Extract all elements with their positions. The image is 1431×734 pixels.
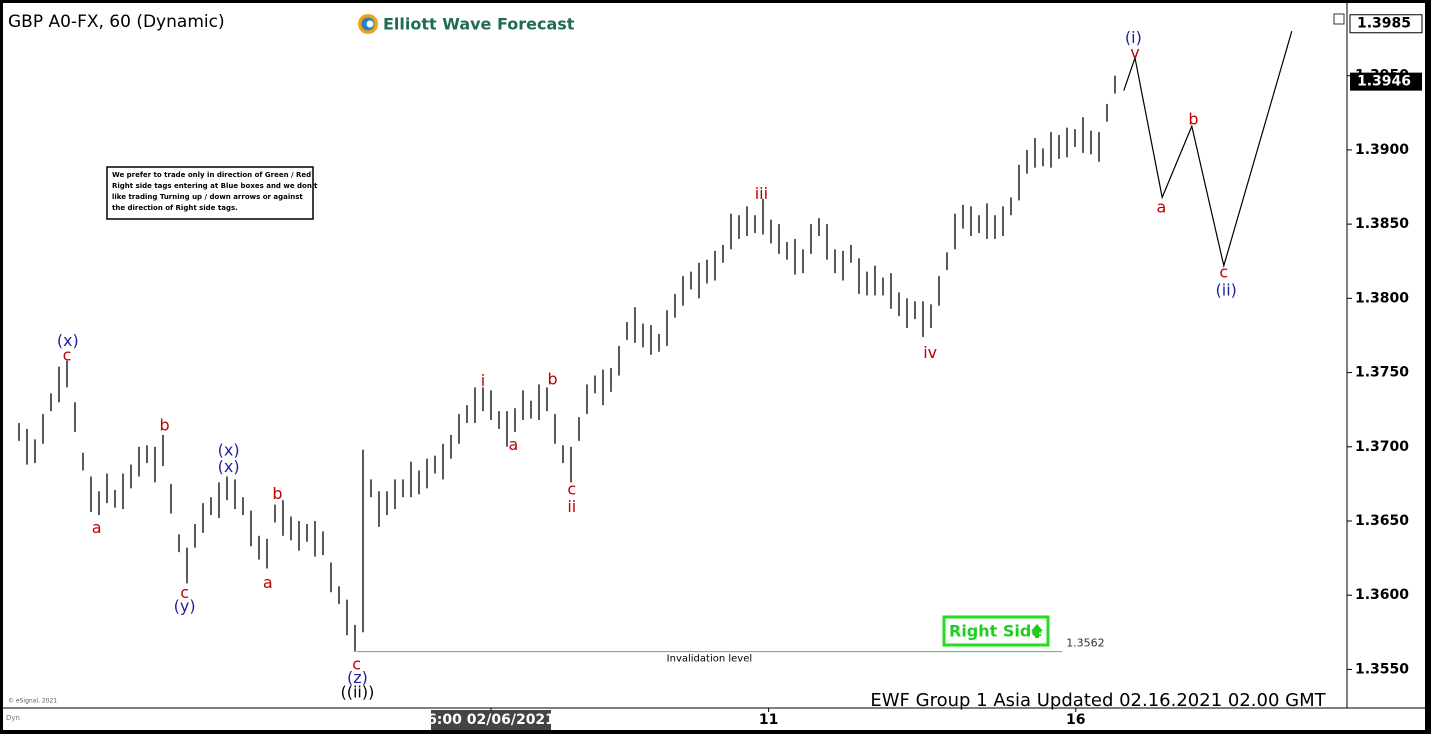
- wave-label: v: [1130, 43, 1139, 62]
- wave-label: iii: [755, 184, 768, 203]
- note-line: We prefer to trade only in direction of …: [112, 171, 311, 179]
- chart-title: GBP A0-FX, 60 (Dynamic): [8, 12, 225, 32]
- wave-label: c: [1219, 263, 1228, 282]
- wave-label: a: [263, 573, 273, 592]
- y-tick-label: 1.3850: [1355, 216, 1409, 232]
- x-tick-label: 6:00 02/06/2021: [427, 712, 555, 728]
- note-line: the direction of Right side tags.: [112, 204, 238, 212]
- y-tick-label: 1.3650: [1355, 513, 1409, 529]
- logo: Elliott Wave Forecast: [358, 14, 575, 34]
- wave-label: b: [272, 484, 282, 503]
- y-tick-label: 1.3750: [1355, 365, 1409, 381]
- wave-label: ((ii)): [340, 683, 374, 702]
- wave-label: i: [481, 371, 485, 390]
- wave-label: iv: [923, 343, 937, 362]
- plot-background: [3, 3, 1425, 730]
- last-price-box: [1350, 72, 1422, 91]
- wave-label: (ii): [1216, 280, 1237, 299]
- top-price-box: [1349, 14, 1423, 34]
- wave-label: c: [567, 479, 576, 498]
- projection-line: [1123, 31, 1293, 269]
- note-box: We prefer to trade only in direction of …: [106, 166, 318, 220]
- wave-label: (i): [1125, 28, 1142, 47]
- right-side-tag: Right Side: [942, 615, 1050, 647]
- note-line: like trading Turning up / down arrows or…: [112, 193, 303, 201]
- y-tick-label: 1.3800: [1355, 290, 1409, 306]
- wave-label: c: [63, 346, 72, 365]
- wave-label: b: [1188, 110, 1198, 129]
- wave-label: a: [1156, 197, 1166, 216]
- x-tick-label: 11: [759, 712, 778, 728]
- top-price: 1.3985: [1357, 16, 1411, 32]
- wave-label: (x): [218, 441, 240, 460]
- x-tick-box: [431, 710, 551, 730]
- tag-frame: [942, 615, 1050, 647]
- copyright: © eSignal, 2021: [8, 698, 57, 705]
- wave-label: ii: [567, 497, 576, 516]
- note-line: Right side tags entering at Blue boxes a…: [112, 182, 318, 190]
- logo-icon-core: [366, 20, 374, 28]
- y-tick-label: 1.3550: [1355, 661, 1409, 677]
- window-icon: [1333, 13, 1345, 25]
- tag-arrow: [1031, 624, 1043, 638]
- invalidation-label: Invalidation level: [667, 654, 752, 665]
- note-frame: [106, 166, 314, 220]
- wave-label: (y): [174, 597, 196, 616]
- wave-label: (z): [347, 668, 368, 687]
- y-tick-label: 1.3700: [1355, 439, 1409, 455]
- wave-label: c: [352, 654, 361, 673]
- wave-label: c: [180, 583, 189, 602]
- last-price: 1.3946: [1357, 74, 1411, 90]
- logo-text: Elliott Wave Forecast: [383, 15, 575, 34]
- x-tick-label: 16: [1066, 712, 1085, 728]
- footer-text: EWF Group 1 Asia Updated 02.16.2021 02.0…: [870, 690, 1326, 711]
- wave-label: (x): [57, 331, 79, 350]
- corner-label: Dyn: [6, 714, 20, 722]
- y-tick-label: 1.3600: [1355, 587, 1409, 603]
- wave-label: b: [160, 415, 170, 434]
- tag-text: Right Side: [949, 622, 1042, 641]
- wave-label: a: [92, 518, 102, 537]
- wave-label: (x): [218, 457, 240, 476]
- wave-label: b: [548, 369, 558, 388]
- y-tick-label: 1.3900: [1355, 142, 1409, 158]
- wave-label: a: [508, 435, 518, 454]
- invalidation-value: 1.3562: [1066, 637, 1105, 650]
